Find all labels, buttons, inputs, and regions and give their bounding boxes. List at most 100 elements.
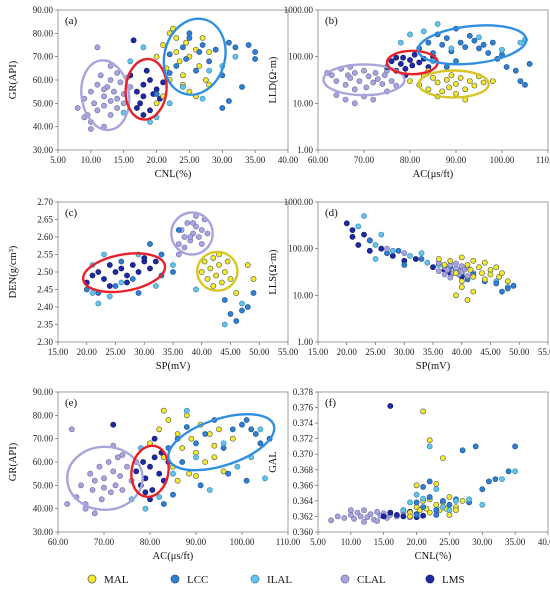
data-point-lcc: [175, 227, 182, 233]
x-tick-label: 35.00: [245, 155, 266, 165]
data-point-lcc: [493, 280, 500, 287]
data-point-clal: [101, 484, 107, 491]
data-point-mal: [244, 262, 251, 268]
data-point-mal: [407, 513, 413, 520]
data-point-ilal: [140, 44, 147, 51]
data-point-ilal: [232, 53, 239, 60]
data-point-ilal: [262, 475, 268, 482]
x-axis-label: AC(μs/ft): [153, 551, 194, 562]
data-point-mal: [499, 270, 505, 276]
data-point-lms: [416, 59, 423, 66]
x-tick-label: 30.00: [212, 155, 233, 165]
data-point-mal: [453, 270, 459, 276]
y-tick-label: 2.70: [37, 197, 53, 207]
y-tick-label: 100.00: [288, 52, 313, 62]
data-point-mal: [204, 276, 211, 282]
data-point-mal: [458, 278, 465, 285]
data-point-clal: [111, 88, 117, 95]
x-axis-label: SP(mV): [156, 361, 191, 372]
data-point-clal: [365, 73, 372, 80]
data-point-lcc: [248, 426, 255, 433]
data-point-clal: [374, 518, 380, 524]
data-point-mal: [433, 480, 440, 487]
data-point-clal: [198, 241, 205, 247]
data-point-mal: [466, 78, 473, 84]
x-axis-label: CNL(%): [415, 551, 452, 562]
legend-marker-clal: [340, 574, 350, 584]
data-point-lcc: [229, 426, 236, 433]
data-point-lcc: [433, 512, 440, 518]
data-point-clal: [198, 227, 205, 233]
data-point-lms: [101, 276, 107, 282]
data-point-clal: [117, 473, 123, 479]
data-point-lms: [387, 403, 394, 409]
x-tick-label: 70.00: [354, 155, 375, 165]
x-tick-label: 25.00: [365, 347, 386, 357]
panel-label: (b): [325, 15, 338, 27]
data-point-ilal: [378, 231, 385, 238]
data-point-lcc: [160, 501, 167, 507]
data-point-mal: [216, 426, 222, 433]
x-tick-label: 110.00: [536, 155, 550, 165]
data-point-clal: [374, 76, 381, 82]
data-point-ilal: [152, 283, 159, 289]
data-point-clal: [374, 508, 380, 515]
y-tick-label: 10.00: [293, 98, 314, 108]
data-point-clal: [333, 78, 340, 84]
x-tick-label: 40.00: [192, 347, 213, 357]
cluster-ellipse: [416, 24, 528, 66]
data-point-mal: [199, 35, 206, 41]
y-tick-label: 80.00: [33, 28, 54, 38]
x-tick-label: 80.00: [400, 155, 421, 165]
data-point-lms: [137, 100, 143, 107]
data-point-mal: [211, 442, 218, 449]
data-point-mal: [459, 497, 466, 504]
data-point-mal: [198, 269, 205, 275]
data-point-clal: [190, 220, 196, 226]
x-tick-label: 10.00: [81, 155, 102, 165]
data-point-mal: [174, 477, 181, 484]
data-point-mal: [176, 58, 183, 65]
y-tick-label: 80.00: [33, 410, 54, 420]
data-point-clal: [105, 459, 112, 465]
x-tick-label: 25.00: [179, 155, 200, 165]
y-tick-label: 2.30: [37, 337, 53, 347]
data-point-mal: [471, 82, 478, 89]
data-point-lcc: [479, 486, 486, 493]
data-point-lcc: [420, 504, 426, 510]
data-point-lms: [112, 269, 119, 275]
data-point-lcc: [232, 44, 239, 51]
data-point-lcc: [485, 50, 492, 56]
y-axis-label: GR(API): [8, 60, 19, 99]
data-point-mal: [457, 75, 464, 81]
data-point-lcc: [503, 64, 510, 70]
data-point-lms: [140, 81, 147, 88]
data-point-lcc: [457, 39, 464, 46]
data-point-mal: [448, 72, 455, 79]
x-tick-label: 40.00: [538, 537, 550, 547]
data-point-mal: [481, 276, 488, 283]
data-point-lms: [409, 62, 416, 69]
data-point-mal: [426, 437, 433, 444]
data-point-lcc: [250, 290, 257, 296]
data-point-clal: [354, 509, 361, 516]
data-point-mal: [173, 35, 180, 41]
data-point-lcc: [526, 61, 533, 67]
data-point-lms: [400, 513, 407, 520]
data-point-lcc: [505, 468, 512, 475]
x-tick-label: 55.00: [278, 347, 299, 357]
data-point-clal: [181, 234, 188, 240]
data-point-lcc: [193, 67, 199, 74]
data-point-ilal: [206, 487, 213, 493]
x-tick-label: 35.00: [505, 537, 526, 547]
data-point-clal: [96, 463, 103, 470]
data-point-lcc: [221, 297, 228, 303]
data-point-mal: [489, 78, 496, 84]
data-point-lms: [140, 93, 147, 100]
data-point-mal: [453, 507, 459, 514]
data-point-lcc: [443, 64, 450, 70]
data-point-lcc: [504, 285, 511, 292]
data-point-lms: [106, 262, 113, 268]
data-point-lms: [133, 468, 140, 475]
